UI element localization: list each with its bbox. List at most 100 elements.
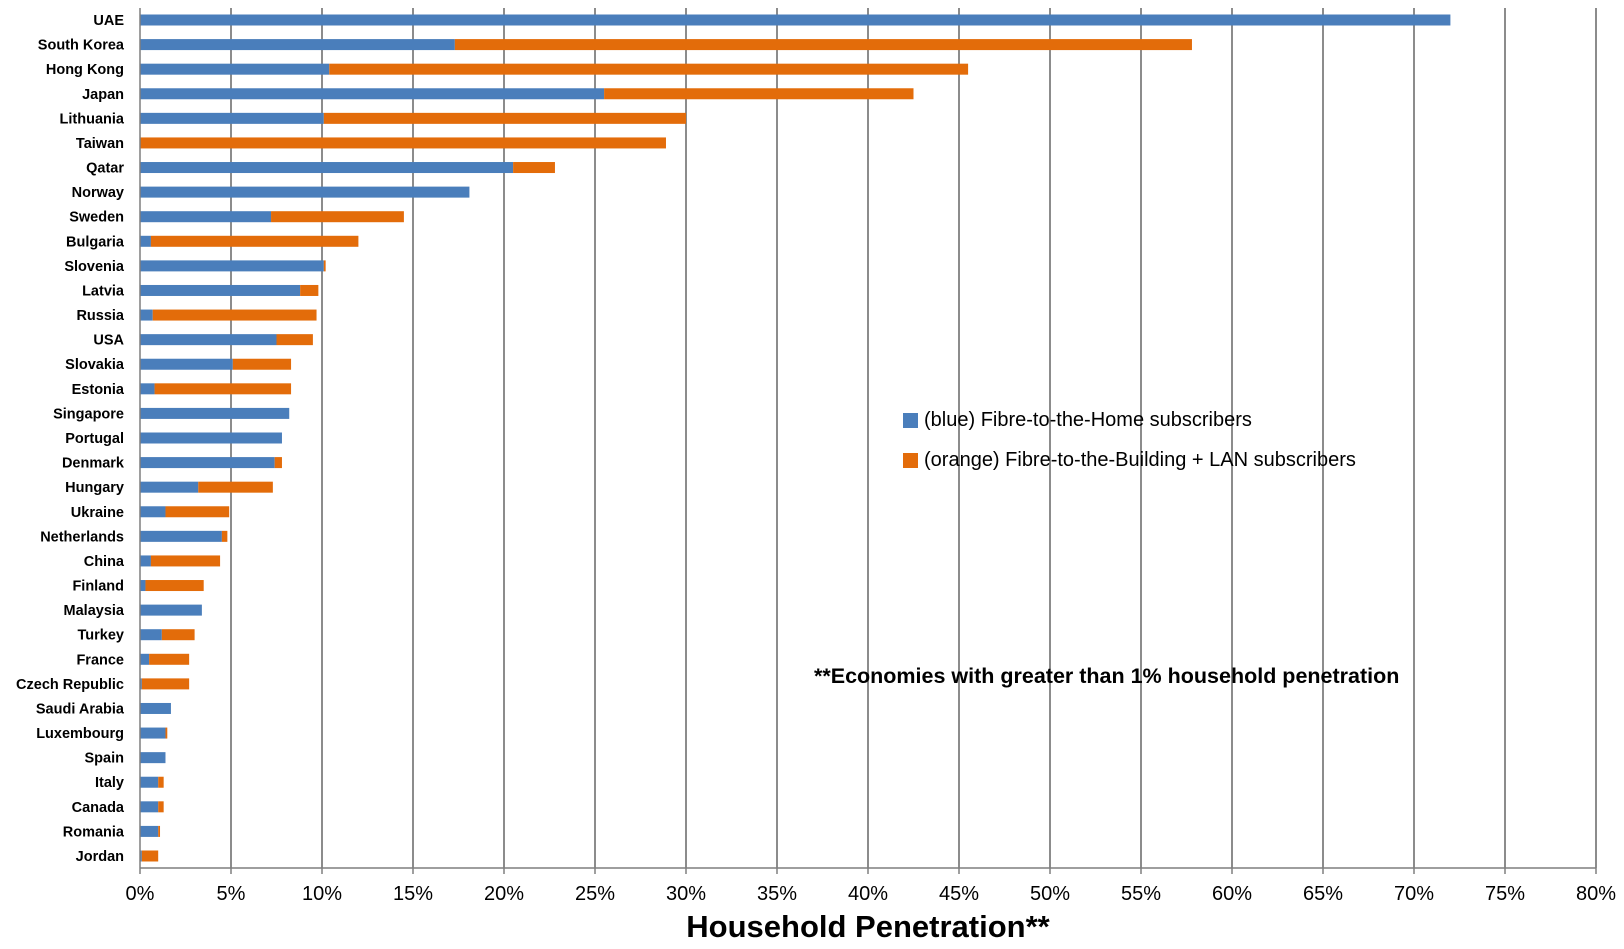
bar-segment-ftth: [140, 14, 1451, 26]
category-label: Slovenia: [64, 259, 125, 275]
bar-segment-ftth: [140, 235, 151, 247]
bar-segment-fttb: [158, 825, 161, 837]
category-label: Jordan: [76, 849, 124, 865]
category-label: Japan: [82, 87, 124, 103]
bar-segment-fttb: [158, 801, 164, 813]
bar-segment-fttb: [271, 211, 404, 223]
bar-segment-fttb: [141, 678, 190, 690]
category-label: South Korea: [38, 38, 125, 54]
bar-segment-fttb: [149, 653, 190, 665]
category-label: Denmark: [62, 456, 125, 472]
category-label: Sweden: [69, 210, 124, 226]
x-tick-labels: 0% 5% 10% 15% 20% 25% 30% 35% 40% 45% 50% 55% 60% 65%…: [126, 883, 1617, 905]
bar-segment-fttb: [165, 727, 168, 739]
bar-segment-ftth: [140, 260, 324, 272]
category-label: Hungary: [65, 480, 124, 496]
bar-segment-fttb: [141, 850, 159, 862]
bar-segment-ftth: [140, 112, 324, 124]
bar-segment-ftth: [140, 752, 166, 764]
bar-segment-ftth: [140, 39, 455, 51]
bar-segment-ftth: [140, 481, 199, 493]
bar-segment-fttb: [161, 629, 195, 641]
bar-segment-fttb: [513, 162, 555, 174]
bar-segment-fttb: [221, 530, 228, 542]
bar-segment-fttb: [145, 580, 204, 592]
bar-segment-ftth: [140, 457, 275, 469]
bar-segment-ftth: [140, 727, 166, 739]
bar-segment-ftth: [140, 211, 272, 223]
bar-segment-ftth: [140, 284, 301, 296]
x-tick-label: 10%: [302, 883, 342, 905]
bar-segment-ftth: [140, 776, 159, 788]
bar-segment-fttb: [165, 506, 230, 518]
bar-segment-ftth: [140, 530, 222, 542]
bar-segment-fttb: [329, 63, 969, 75]
bars: [140, 14, 1451, 862]
x-tick-label: 55%: [1121, 883, 1161, 905]
category-label: Estonia: [72, 382, 125, 398]
x-tick-label: 15%: [393, 883, 433, 905]
category-label: Turkey: [78, 628, 124, 644]
category-label: France: [76, 652, 124, 668]
axes: [139, 8, 1596, 869]
category-label: Ukraine: [71, 505, 124, 521]
bar-segment-fttb: [152, 309, 317, 321]
bar-segment-fttb: [274, 457, 282, 469]
x-tick-label: 45%: [939, 883, 979, 905]
category-label: China: [84, 554, 125, 570]
category-label: UAE: [93, 13, 124, 29]
bar-segment-fttb: [150, 555, 221, 567]
x-tick-label: 0%: [126, 883, 155, 905]
category-label: Qatar: [86, 161, 124, 177]
x-tick-label: 20%: [484, 883, 524, 905]
category-label: Malaysia: [64, 603, 125, 619]
x-tick-label: 65%: [1303, 883, 1343, 905]
bar-segment-fttb: [198, 481, 273, 493]
legend-swatch-fttH: [903, 413, 918, 428]
gridlines: [139, 8, 1597, 874]
legend-swatch-fttb: [903, 453, 918, 468]
legend-label-fttb: (orange) Fibre-to-the-Building + LAN sub…: [924, 449, 1356, 471]
x-tick-label: 30%: [666, 883, 706, 905]
bar-segment-ftth: [140, 186, 470, 198]
category-label: Saudi Arabia: [36, 701, 125, 717]
category-label: USA: [93, 333, 124, 349]
category-label: Bulgaria: [66, 234, 125, 250]
category-label: Hong Kong: [46, 62, 124, 78]
bar-segment-ftth: [140, 334, 277, 346]
bar-segment-ftth: [140, 678, 142, 690]
category-label: Luxembourg: [36, 726, 124, 742]
category-label: Czech Republic: [16, 677, 124, 693]
annotation-note: **Economies with greater than 1% househo…: [814, 664, 1399, 688]
category-label: Italy: [95, 775, 124, 791]
bar-segment-fttb: [154, 383, 292, 395]
category-label: Russia: [76, 308, 124, 324]
bar-segment-fttb: [454, 39, 1192, 51]
bar-segment-ftth: [140, 432, 282, 444]
bar-segment-ftth: [140, 825, 159, 837]
category-label: Spain: [85, 751, 124, 767]
category-label: Netherlands: [40, 529, 124, 545]
category-label: Singapore: [53, 406, 124, 422]
bar-segment-fttb: [323, 260, 326, 272]
category-label: Taiwan: [76, 136, 124, 152]
bar-segment-fttb: [323, 112, 686, 124]
category-label: Finland: [72, 579, 124, 595]
x-tick-label: 40%: [848, 883, 888, 905]
category-label: Canada: [72, 800, 125, 816]
bar-segment-ftth: [140, 801, 159, 813]
legend: (blue) Fibre-to-the-Home subscribers (or…: [903, 409, 1356, 471]
bar-segment-fttb: [604, 88, 914, 100]
category-label: Slovakia: [65, 357, 125, 373]
bar-segment-fttb: [276, 334, 313, 346]
category-label: Portugal: [65, 431, 124, 447]
bar-segment-ftth: [140, 629, 162, 641]
x-tick-label: 60%: [1212, 883, 1252, 905]
x-tick-label: 50%: [1030, 883, 1070, 905]
bar-segment-ftth: [140, 702, 171, 714]
category-labels: UAE South Korea Hong Kong Japan Lithuania Tai…: [16, 13, 125, 865]
x-tick-label: 70%: [1394, 883, 1434, 905]
category-label: Norway: [72, 185, 124, 201]
